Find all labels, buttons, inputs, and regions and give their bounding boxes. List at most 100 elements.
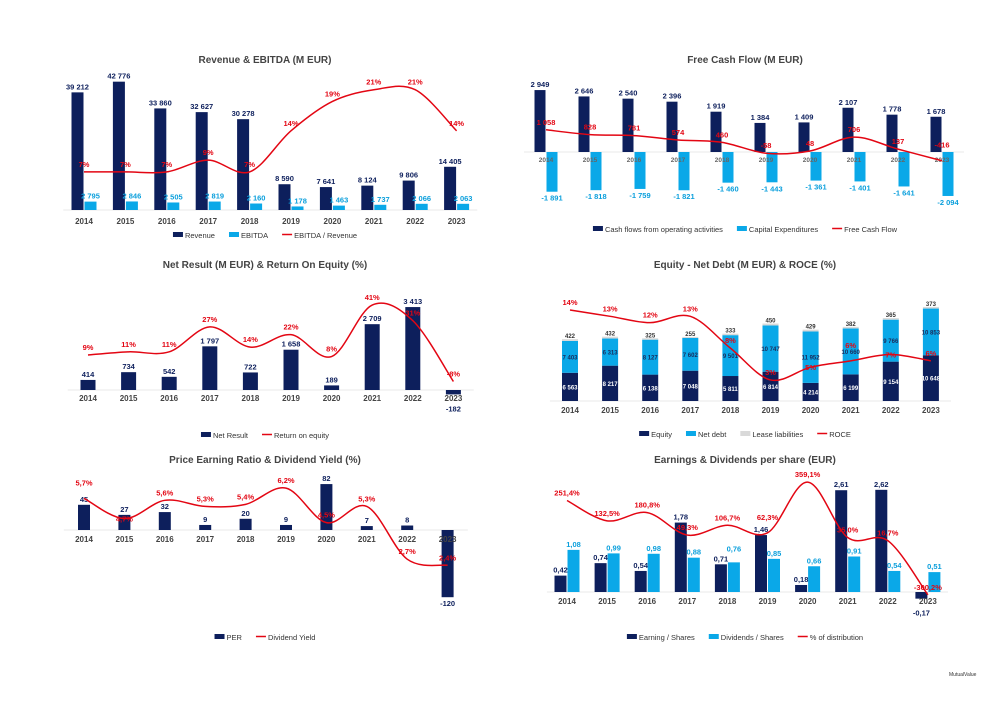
line-value-label: 137	[892, 137, 905, 146]
bar-revenue	[278, 184, 291, 210]
x-tick-label: 2022	[879, 597, 897, 606]
bar-ebitda	[457, 203, 470, 210]
x-tick-label: 2020	[323, 394, 341, 403]
x-tick-label: 2016	[156, 535, 174, 544]
legend-label: Net Result	[213, 431, 249, 440]
bar-ebitda	[84, 201, 97, 210]
bar-value-label: 2 505	[164, 192, 183, 201]
per-dividend-yield-chart: Price Earning Ratio & Dividend Yield (%)…	[50, 450, 480, 650]
bar-value-label: -1 443	[761, 184, 782, 193]
bar-dividends-shares	[687, 557, 700, 592]
bar-value-label: 7 641	[317, 177, 336, 186]
bar-equity	[922, 355, 939, 401]
bar-per	[441, 530, 454, 598]
legend-item: Free Cash Flow	[832, 225, 898, 234]
bar-per	[280, 524, 292, 530]
line-value-label: 3%	[765, 368, 776, 377]
line-value-label: 2,4%	[439, 553, 456, 562]
x-tick-label: 2023	[445, 394, 463, 403]
series-line-roce	[569, 309, 932, 382]
bar-value-label: -1 460	[717, 185, 738, 194]
bar-value-label: 1 678	[927, 107, 946, 116]
bar-capital-expenditures	[854, 152, 866, 182]
bar-equity	[562, 372, 578, 401]
x-tick-label: 2015	[116, 535, 134, 544]
bar-value-label: 2 819	[205, 192, 224, 201]
bar-value-label: 20	[241, 509, 249, 518]
eps-dps-chart: Earnings & Dividends per share (EUR) 0,4…	[520, 450, 970, 650]
bar-net-result	[202, 346, 218, 390]
bar-value-label: 8 127	[643, 356, 659, 362]
x-tick-label: 2023	[919, 597, 937, 606]
line-value-label: 706	[848, 125, 861, 134]
bar-value-label: -1 641	[893, 188, 914, 197]
bar-capital-expenditures	[898, 152, 910, 187]
bar-earning-shares	[594, 563, 607, 592]
bar-per	[401, 525, 414, 530]
x-tick-label: 2015	[601, 406, 619, 415]
line-value-label: 2,7%	[399, 547, 416, 556]
bar-equity	[842, 374, 859, 401]
bar-net-debt	[762, 325, 779, 372]
legend-label: PER	[227, 633, 243, 642]
line-value-label: 460	[716, 130, 729, 139]
line-value-label: 27%	[202, 315, 217, 324]
line-value-label: -8%	[447, 369, 461, 378]
legend-label: Dividends / Shares	[721, 633, 784, 642]
bar-value-label: -1 821	[673, 192, 694, 201]
line-value-label: 5,3%	[358, 494, 375, 503]
x-tick-label: 2023	[935, 157, 950, 164]
x-tick-label: 2021	[365, 217, 383, 226]
bar-net-debt	[802, 331, 819, 383]
chart-title: Revenue & EBITDA (M EUR)	[198, 55, 332, 66]
line-value-label: 8%	[326, 345, 337, 354]
bar-value-label: 1 384	[751, 113, 771, 122]
legend-label: Free Cash Flow	[844, 225, 898, 234]
line-value-label: 14%	[283, 119, 298, 128]
legend-label: Cash flows from operating activities	[605, 225, 723, 234]
bar-value-label: 27	[120, 505, 128, 514]
legend-item: Return on equity	[261, 431, 329, 440]
x-tick-label: 2018	[242, 394, 260, 403]
bar-capital-expenditures	[590, 152, 602, 191]
line-value-label: 21%	[408, 78, 423, 87]
line-value-label: 6%	[925, 349, 936, 358]
bar-net-result	[364, 324, 380, 390]
bar-value-label: 9	[203, 515, 207, 524]
x-tick-label: 2016	[638, 597, 656, 606]
line-value-label: -416	[934, 141, 949, 150]
line-value-label: 180,8%	[634, 501, 660, 510]
x-tick-label: 2017	[678, 597, 696, 606]
bar-per	[78, 504, 90, 530]
x-tick-label: 2015	[120, 394, 138, 403]
legend-item: Capital Expenditures	[736, 225, 818, 234]
chart-title: Price Earning Ratio & Dividend Yield (%)	[169, 455, 361, 466]
x-tick-label: 2020	[324, 217, 342, 226]
bar-value-label: 10 648	[922, 377, 941, 383]
bar-net-debt	[842, 328, 859, 375]
bar-cash-flows-from-operating-activities	[886, 114, 898, 152]
legend-item: EBITDA	[228, 231, 268, 240]
line-value-label: 13%	[683, 304, 698, 313]
bar-lease-liabilities	[722, 333, 739, 336]
bar-value-label: 8 590	[275, 174, 294, 183]
bar-per	[239, 518, 252, 530]
bar-value-label: 5 811	[723, 387, 738, 393]
bar-dividends-shares	[928, 572, 941, 592]
x-tick-label: 2023	[448, 217, 466, 226]
bar-value-label: 0,54	[633, 561, 648, 570]
bar-value-label: 1 178	[288, 196, 307, 205]
line-value-label: 6%	[845, 341, 856, 350]
bar-value-label: 3 413	[403, 297, 422, 306]
bar-revenue	[402, 180, 415, 210]
line-value-label: 4,5%	[318, 511, 335, 520]
bar-lease-liabilities	[882, 318, 899, 320]
bar-value-label: 8	[405, 516, 409, 525]
x-tick-label: 2014	[539, 157, 554, 164]
line-value-label: 7%	[79, 160, 90, 169]
line-value-label: 132,5%	[594, 509, 620, 518]
bar-dividends-shares	[768, 558, 780, 592]
net-result-roe-chart: Net Result (M EUR) & Return On Equity (%…	[50, 255, 480, 445]
legend-swatch	[214, 634, 225, 639]
bar-lease-liabilities	[602, 336, 619, 339]
